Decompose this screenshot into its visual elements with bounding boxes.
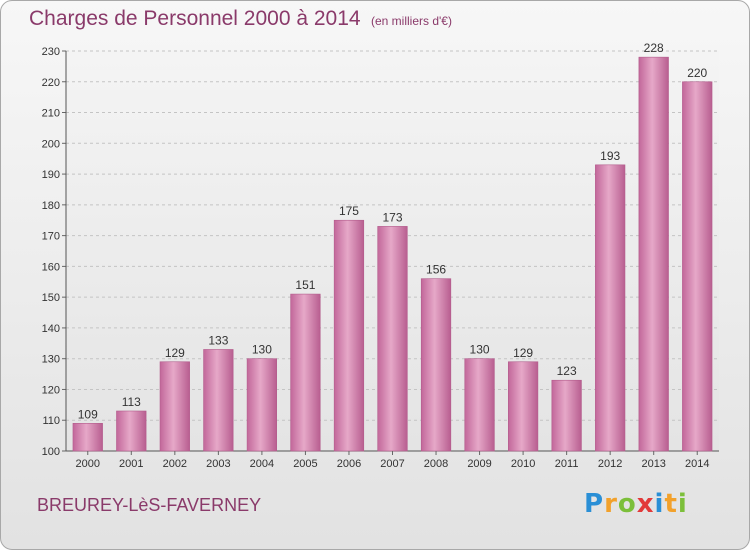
x-tick-label: 2005 [293,458,317,470]
x-tick-label: 2003 [206,458,230,470]
y-tick-label: 110 [42,415,60,427]
y-tick-label: 200 [42,138,60,150]
logo-letter: o [617,489,637,519]
y-tick-label: 170 [42,231,60,243]
x-tick-label: 2013 [641,458,665,470]
bar-2013 [638,56,669,452]
y-tick-label: 180 [42,200,60,212]
y-tick-label: 120 [42,384,60,396]
logo-letter: i [677,489,688,519]
x-tick-label: 2000 [76,458,100,470]
bar-2002 [159,361,190,452]
bar-2011 [551,379,582,452]
data-label: 133 [208,333,228,347]
bar-2014 [682,81,713,452]
data-label: 156 [426,263,446,277]
x-tick-label: 2002 [163,458,187,470]
proxiti-logo: Proxiti [584,489,688,519]
x-tick-label: 2007 [380,458,404,470]
chart-subtitle: (en milliers d'€) [371,14,452,28]
data-label: 113 [122,395,141,409]
logo-letter: i [654,489,665,519]
data-label: 228 [644,41,664,55]
x-tick-label: 2010 [511,458,535,470]
logo-letter: x [636,489,655,519]
y-tick-label: 150 [42,292,60,304]
bar-2003 [203,349,234,452]
x-tick-label: 2014 [685,458,709,470]
y-tick-label: 160 [42,261,60,273]
data-label: 123 [557,364,577,378]
bar-2000 [72,423,103,452]
logo-letter: t [664,489,678,519]
x-tick-label: 2001 [119,458,143,470]
commune-name: BREUREY-LèS-FAVERNEY [37,495,262,515]
y-tick-label: 130 [42,354,60,366]
chart-title: Charges de Personnel 2000 à 2014 [29,7,361,30]
bar-2006 [333,219,365,452]
data-label: 193 [600,149,620,163]
logo-letter: r [604,489,618,519]
data-label: 151 [295,278,315,292]
x-tick-label: 2011 [555,458,579,470]
bar-2001 [116,410,147,452]
x-tick-label: 2006 [337,458,361,470]
data-label: 129 [165,346,185,360]
bar-2005 [290,293,321,452]
y-tick-label: 220 [42,77,60,89]
data-label: 109 [78,407,98,421]
data-label: 130 [470,343,490,357]
x-tick-label: 2008 [424,458,448,470]
bar-2007 [377,226,408,452]
y-tick-label: 190 [42,169,60,181]
y-tick-label: 230 [42,46,60,58]
data-label: 173 [382,210,402,224]
x-tick-label: 2004 [250,458,274,470]
data-label: 130 [252,343,272,357]
y-tick-label: 100 [42,446,60,458]
data-label: 220 [687,66,707,80]
bar-2008 [420,278,452,452]
y-tick-label: 210 [42,108,60,120]
data-label: 129 [513,346,533,360]
logo-letter: P [584,489,605,519]
y-tick-label: 140 [42,323,60,335]
bar-2010 [507,361,539,452]
bar-2004 [246,358,278,452]
bar-2012 [595,164,626,452]
x-tick-label: 2009 [467,458,491,470]
bar-2009 [464,358,495,452]
data-label: 175 [339,204,359,218]
x-tick-label: 2012 [598,458,622,470]
